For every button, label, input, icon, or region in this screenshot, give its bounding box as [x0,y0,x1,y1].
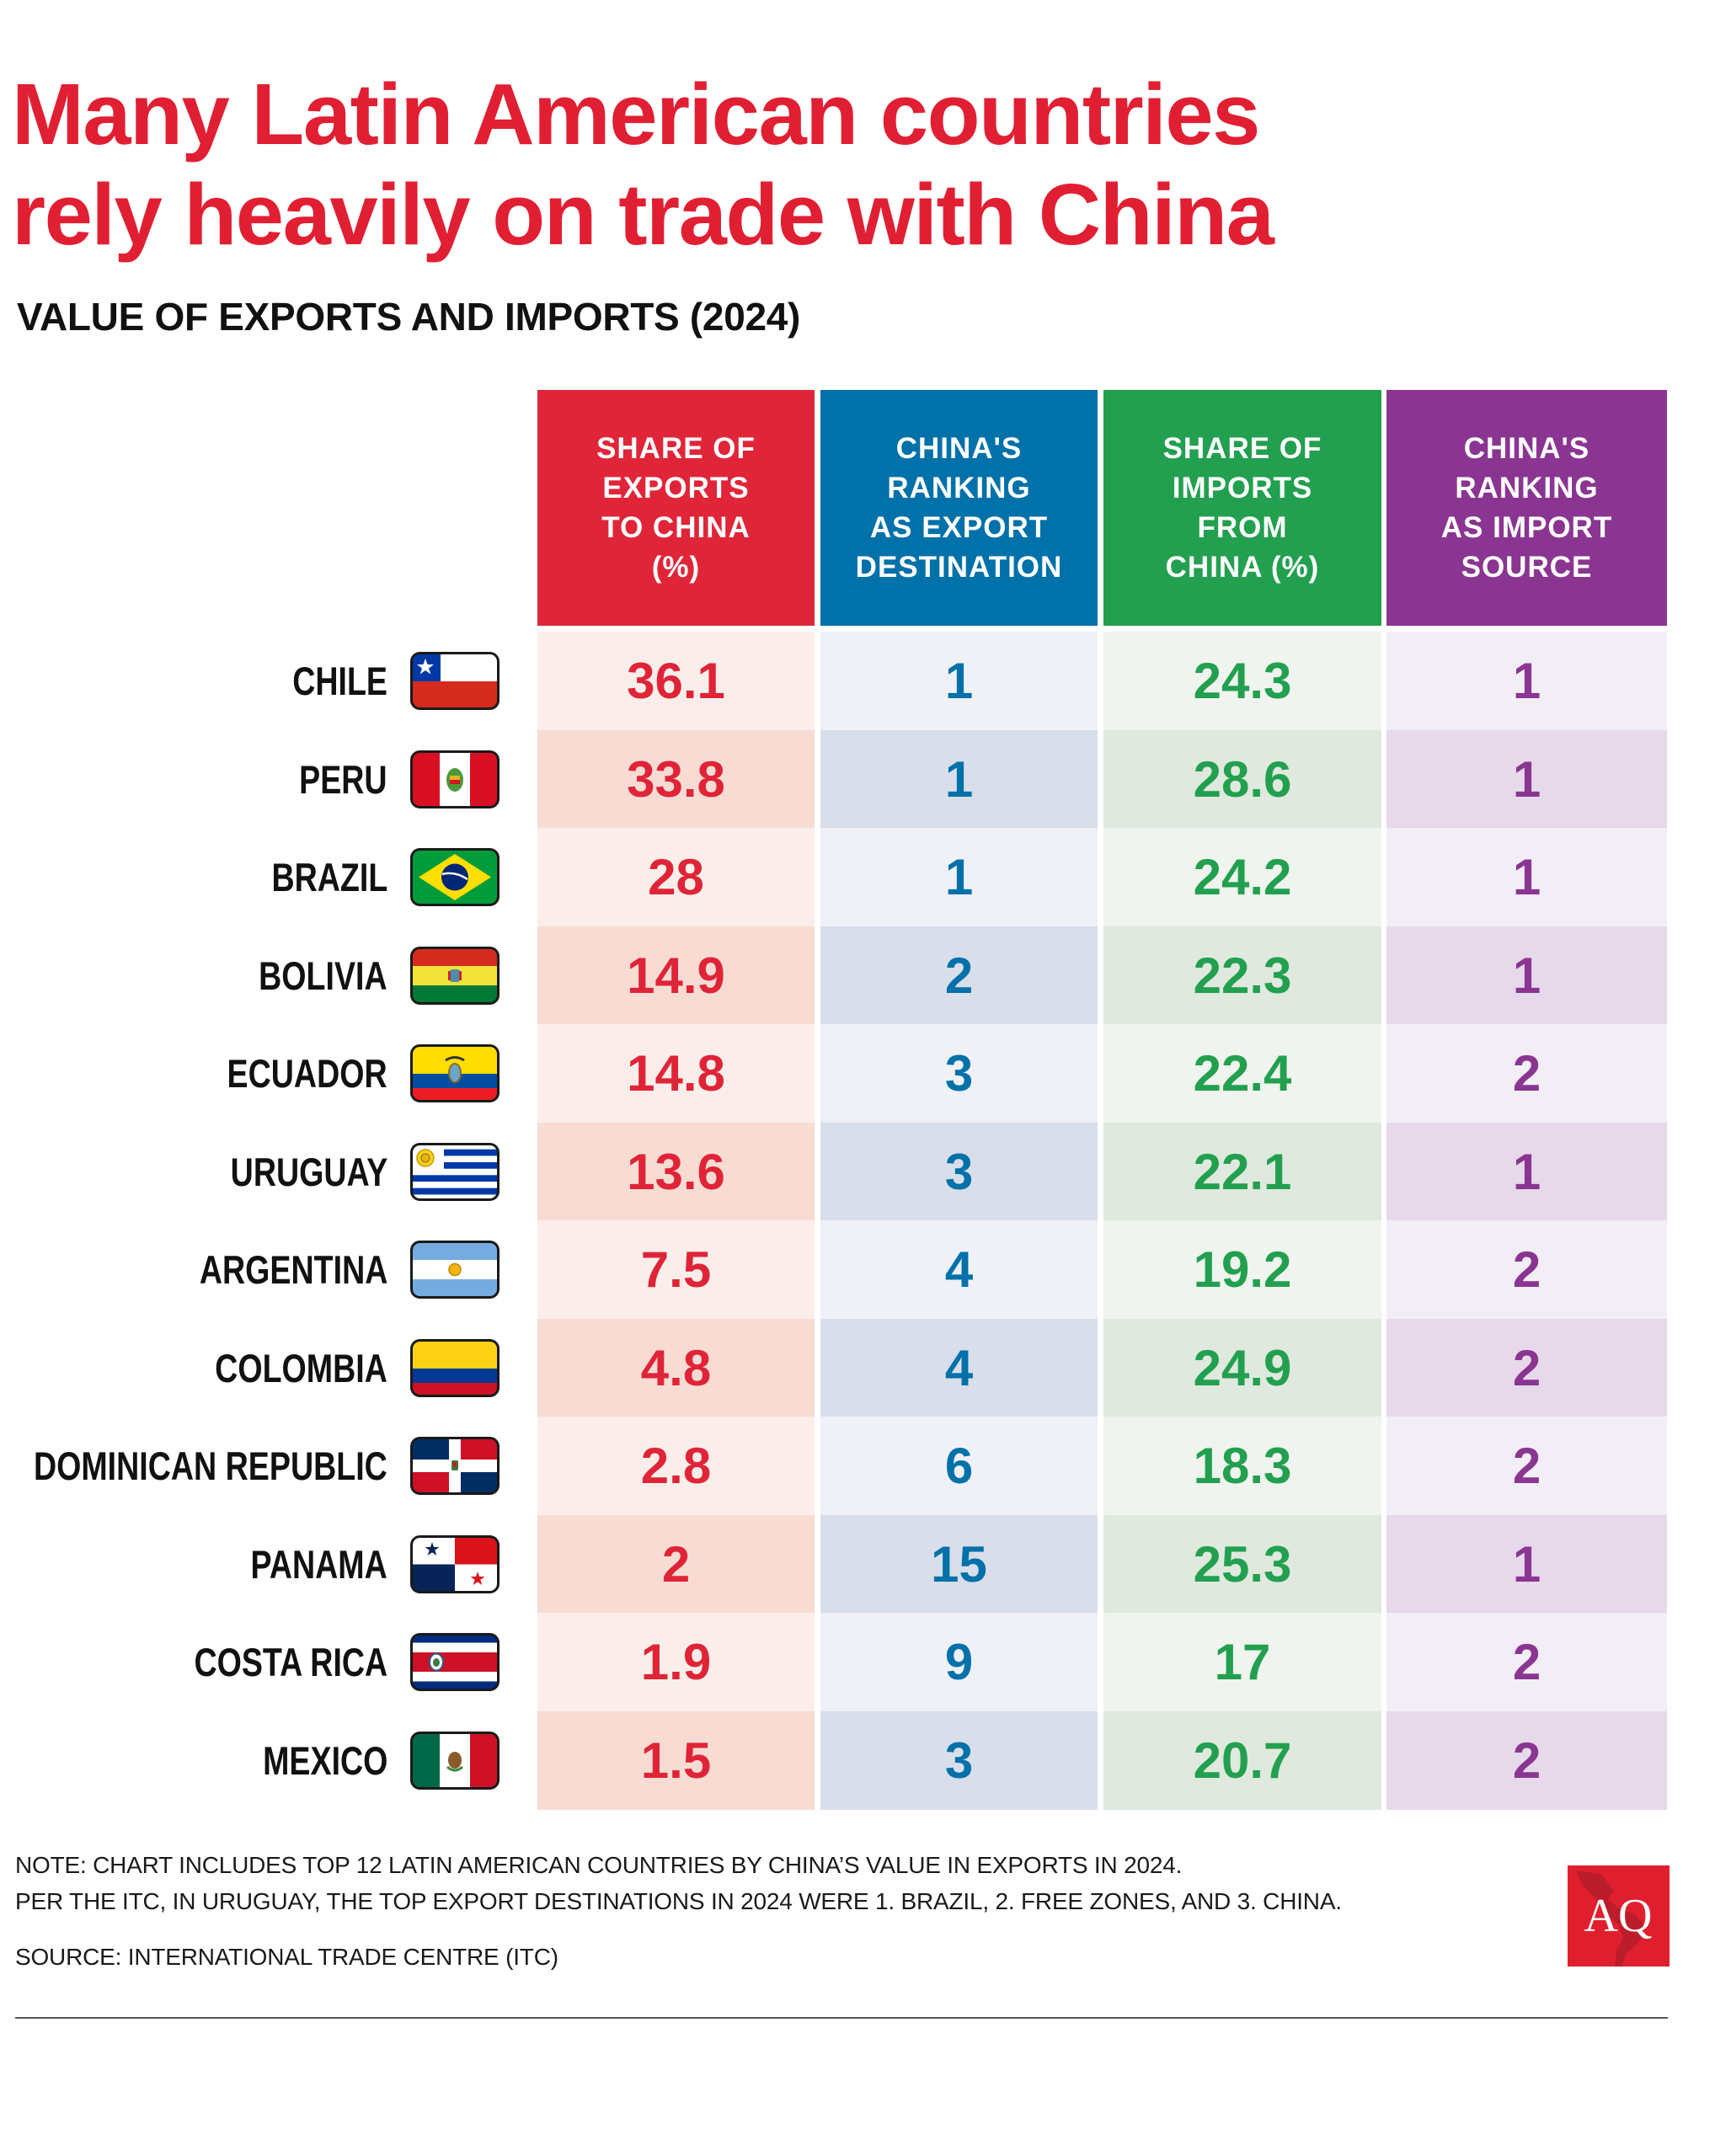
export-ranking-cell: 4 [820,1318,1098,1417]
source-note: SOURCE: INTERNATIONAL TRADE CENTRE (ITC) [15,1944,558,1970]
import-ranking-cell: 2 [1386,1318,1667,1417]
table-row: PERU 33.8 1 28.6 1 [0,729,1715,829]
country-label: COSTA RICA [194,1640,387,1684]
import-ranking-cell: 1 [1386,926,1667,1025]
share-of-exports-cell: 2.8 [537,1417,815,1515]
import-ranking-cell: 2 [1386,1417,1667,1515]
share-of-imports-cell: 25.3 [1103,1514,1381,1614]
share-of-exports-cell: 2 [537,1514,815,1614]
table-row: MEXICO 1.5 3 20.7 2 [0,1710,1715,1810]
country-label: DOMINICAN REPUBLIC [34,1444,387,1488]
share-of-imports-cell: 20.7 [1103,1710,1381,1810]
country-label: MEXICO [262,1737,387,1783]
share-of-imports-cell: 28.6 [1103,729,1381,829]
country-label: COLOMBIA [215,1345,387,1390]
export-ranking-cell: 1 [820,729,1098,829]
uruguay-flag-icon [410,1142,500,1201]
share-of-imports-cell: 24.3 [1103,632,1381,730]
aq-logo-mark: AQ [1568,1865,1670,1967]
share-of-imports-cell: 19.2 [1103,1220,1381,1319]
table-row: BOLIVIA 14.9 2 22.3 1 [0,926,1715,1025]
share-of-imports-cell: 18.3 [1103,1417,1381,1515]
country-label: PANAMA [250,1541,387,1587]
table-row: PANAMA 2 15 25.3 1 [0,1514,1715,1614]
country-label: ECUADOR [227,1051,387,1096]
dominican-republic-flag-icon [410,1437,500,1495]
share-of-exports-cell: 28 [537,828,815,926]
share-of-imports-cell: 17 [1103,1613,1381,1711]
share-of-exports-cell: 14.8 [537,1024,815,1123]
share-of-imports-cell: 22.4 [1103,1024,1381,1123]
import-ranking-cell: 2 [1386,1613,1667,1711]
title-line-1: Many Latin American countries [12,66,1260,163]
import-ranking-cell: 1 [1386,729,1667,829]
country-label: URUGUAY [230,1149,387,1194]
ecuador-flag-icon [410,1044,500,1102]
export-ranking-cell: 9 [820,1613,1098,1711]
table-row: ECUADOR 14.8 3 22.4 2 [0,1024,1715,1123]
country-label: PERU [299,756,387,802]
table-row: CHILE 36.1 1 24.3 1 [0,632,1715,730]
footnote-2: PER THE ITC, IN URUGUAY, THE TOP EXPORT … [15,1888,1342,1914]
share-of-imports-cell: 24.9 [1103,1318,1381,1417]
import-ranking-cell: 2 [1386,1220,1667,1319]
column-header-share-of-exports: SHARE OF EXPORTS TO CHINA (%) [537,390,815,626]
footer-divider [15,2017,1668,2019]
export-ranking-cell: 6 [820,1417,1098,1515]
import-ranking-cell: 2 [1386,1710,1667,1810]
export-ranking-cell: 1 [820,828,1098,926]
country-label: BRAZIL [271,855,387,899]
import-ranking-cell: 1 [1386,632,1667,730]
share-of-exports-cell: 1.5 [537,1710,815,1810]
panama-flag-icon [410,1534,500,1593]
aq-logo: AQ [1568,1865,1670,1967]
share-of-exports-cell: 36.1 [537,632,815,730]
import-ranking-cell: 2 [1386,1024,1667,1123]
share-of-exports-cell: 1.9 [537,1613,815,1711]
share-of-exports-cell: 4.8 [537,1318,815,1417]
table-row: COSTA RICA 1.9 9 17 2 [0,1613,1715,1711]
import-ranking-cell: 1 [1386,828,1667,926]
share-of-exports-cell: 33.8 [537,729,815,829]
brazil-flag-icon [410,848,500,906]
column-header-export-ranking: CHINA'S RANKING AS EXPORT DESTINATION [820,390,1098,626]
table-row: URUGUAY 13.6 3 22.1 1 [0,1122,1715,1221]
country-label: ARGENTINA [199,1247,387,1292]
title-line-2: rely heavily on trade with China [12,166,1274,263]
aq-logo-text: AQ [1584,1890,1653,1942]
export-ranking-cell: 3 [820,1024,1098,1123]
country-label: BOLIVIA [259,953,388,998]
import-ranking-cell: 1 [1386,1122,1667,1221]
table-row: BRAZIL 28 1 24.2 1 [0,828,1715,926]
country-label: CHILE [292,659,387,703]
share-of-exports-cell: 13.6 [537,1122,815,1221]
export-ranking-cell: 1 [820,632,1098,730]
share-of-imports-cell: 22.3 [1103,926,1381,1025]
peru-flag-icon [410,750,500,808]
bolivia-flag-icon [410,946,500,1005]
share-of-imports-cell: 24.2 [1103,828,1381,926]
export-ranking-cell: 3 [820,1710,1098,1810]
subtitle: VALUE OF EXPORTS AND IMPORTS (2024) [17,295,801,339]
export-ranking-cell: 3 [820,1122,1098,1221]
costa-rica-flag-icon [410,1633,500,1691]
export-ranking-cell: 2 [820,926,1098,1025]
chile-flag-icon [410,652,500,710]
import-ranking-cell: 1 [1386,1514,1667,1614]
mexico-flag-icon [410,1731,500,1790]
table-row: COLOMBIA 4.8 4 24.9 2 [0,1318,1715,1417]
export-ranking-cell: 4 [820,1220,1098,1319]
share-of-exports-cell: 14.9 [537,926,815,1025]
colombia-flag-icon [410,1338,500,1397]
column-header-share-of-imports: SHARE OF IMPORTS FROM CHINA (%) [1103,390,1381,626]
argentina-flag-icon [410,1241,500,1299]
export-ranking-cell: 15 [820,1514,1098,1614]
table-row: ARGENTINA 7.5 4 19.2 2 [0,1220,1715,1319]
column-header-import-ranking: CHINA'S RANKING AS IMPORT SOURCE [1386,390,1667,626]
footnote-1: NOTE: CHART INCLUDES TOP 12 LATIN AMERIC… [15,1852,1183,1878]
share-of-imports-cell: 22.1 [1103,1122,1381,1221]
page-title: Many Latin American countries rely heavi… [12,64,1274,264]
share-of-exports-cell: 7.5 [537,1220,815,1319]
table-row: DOMINICAN REPUBLIC 2.8 6 18.3 2 [0,1417,1715,1515]
